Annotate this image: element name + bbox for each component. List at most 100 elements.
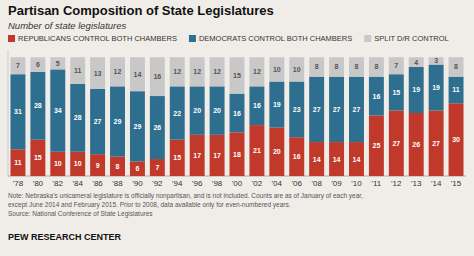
bars [10,57,463,176]
bar-segment [50,152,65,176]
title: Partisan Composition of State Legislatur… [8,3,274,18]
note: except June 2014 and February 2015. Prio… [8,201,291,209]
data-labels: 1131715286103451028119271382912629147261… [14,57,460,172]
data-label: 12 [213,68,221,75]
bar-segment [269,57,284,81]
bar-segment [230,57,245,93]
data-label: 11 [452,86,460,93]
x-tick-label: '96 [192,179,203,188]
data-label: 30 [452,136,460,143]
data-label: 14 [313,156,321,163]
y-axis-line [8,50,9,176]
data-label: 7 [155,164,159,171]
bar-segment [30,72,45,140]
x-tick-label: '04 [272,179,283,188]
bar-segment [249,86,264,125]
data-label: 15 [173,154,181,161]
subtitle: Number of state legislatures [8,20,127,31]
bar-segment [269,82,284,128]
data-label: 6 [135,165,139,172]
bar-segment [289,82,304,138]
bar-segment [389,74,404,110]
bar-segment [150,159,165,176]
bar-segment [329,142,344,176]
data-label: 19 [432,84,440,91]
data-label: 16 [253,102,261,109]
data-label: 14 [353,156,361,163]
data-label: 25 [372,142,380,149]
bar-segment [90,89,105,154]
data-label: 7 [394,62,398,69]
data-label: 5 [56,60,60,67]
bar-segment [249,125,264,176]
bar-segment [289,137,304,176]
bar-segment [349,142,364,176]
x-tick-label: '13 [411,179,422,188]
bar-segment [389,111,404,176]
data-label: 12 [114,68,122,75]
x-tick-label: '82 [53,179,64,188]
bar-segment [190,86,205,134]
data-label: 16 [233,110,241,117]
data-label: 9 [96,162,100,169]
data-label: 15 [34,154,42,161]
bar-segment [449,77,464,104]
x-tick-label: '12 [391,179,402,188]
data-label: 26 [153,124,161,131]
legend-swatch [364,35,371,42]
bar-segment [389,57,404,74]
data-label: 20 [213,107,221,114]
bar-segment [269,128,284,176]
bar-segment [369,77,384,116]
bar-segment [190,135,205,176]
x-tick-label: '14 [431,179,442,188]
data-label: 34 [54,107,62,114]
bar-segment [409,113,424,176]
x-tick-label: '80 [33,179,44,188]
data-label: 8 [315,63,319,70]
bar-segment [429,57,444,64]
data-label: 10 [273,66,281,73]
data-label: 26 [412,141,420,148]
bar-segment [210,86,225,134]
data-label: 16 [153,73,161,80]
x-tick-label: '00 [232,179,243,188]
data-label: 18 [233,151,241,158]
bar-segment [170,86,185,139]
data-label: 10 [74,160,82,167]
bar-segment [309,142,324,176]
bar-segment [449,103,464,176]
bar-segment [10,74,25,149]
data-label: 12 [173,68,181,75]
bar-segment [130,91,145,161]
data-label: 11 [14,159,22,166]
x-tick-label: '90 [132,179,143,188]
data-label: 29 [114,118,122,125]
bar-segment [110,86,125,156]
bar-segment [10,149,25,176]
bar-segment [329,77,344,142]
legend-swatch [8,35,15,42]
bar-segment [409,57,424,67]
data-label: 8 [454,63,458,70]
data-label: 21 [253,147,261,154]
data-label: 8 [116,163,120,170]
bar-segment [30,57,45,72]
bar-segment [369,57,384,76]
bar-segment [50,57,65,69]
data-label: 10 [293,66,301,73]
bar-segment [210,57,225,86]
bar-segment [429,65,444,111]
data-label: 29 [134,123,142,130]
bar-segment [309,77,324,142]
bar-segment [10,57,25,74]
bar-segment [150,57,165,96]
x-tick-label: '98 [212,179,223,188]
bar-segment [449,57,464,76]
data-label: 28 [74,114,82,121]
data-label: 23 [293,106,301,113]
x-tick-label: '11 [371,179,381,188]
data-label: 27 [432,140,440,147]
x-tick-label: '86 [92,179,103,188]
bar-segment [170,140,185,176]
